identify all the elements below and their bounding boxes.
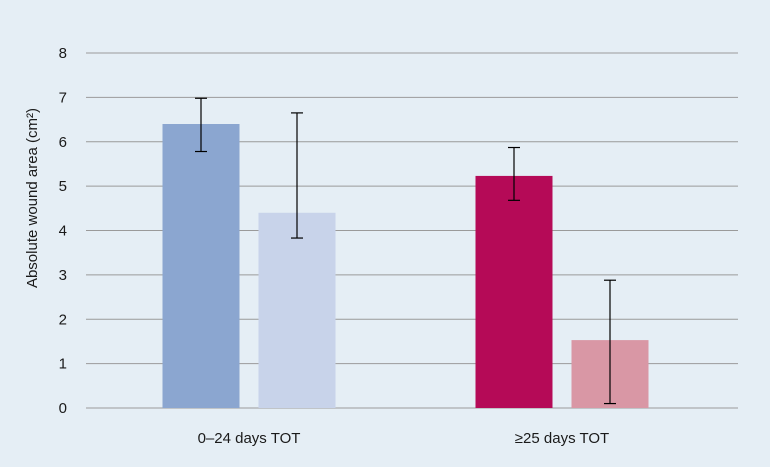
y-tick-label: 4: [59, 223, 67, 240]
bar: [475, 175, 553, 408]
x-category-label: 0–24 days TOT: [198, 430, 301, 447]
bar: [162, 124, 240, 408]
y-tick-label: 8: [59, 45, 67, 62]
y-tick-label: 3: [59, 267, 67, 284]
y-axis-ticks: 0 1 2 3 4 5 6 7 8: [59, 45, 67, 417]
y-tick-label: 1: [59, 356, 67, 373]
error-bars: [195, 97, 616, 405]
bar: [258, 212, 336, 408]
y-tick-label: 0: [59, 400, 67, 417]
y-tick-label: 5: [59, 178, 67, 195]
y-tick-label: 7: [59, 89, 67, 106]
x-axis-categories: 0–24 days TOT ≥25 days TOT: [198, 430, 610, 447]
y-tick-label: 2: [59, 311, 67, 328]
bars: [162, 124, 649, 408]
y-tick-label: 6: [59, 134, 67, 151]
y-axis-label: Absolute wound area (cm²): [24, 108, 41, 288]
x-category-label: ≥25 days TOT: [515, 430, 609, 447]
